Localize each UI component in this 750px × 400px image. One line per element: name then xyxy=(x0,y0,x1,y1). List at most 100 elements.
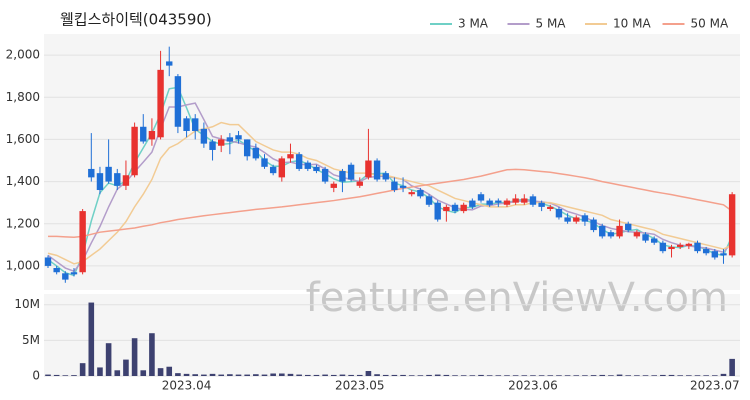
candle-body xyxy=(70,272,78,275)
volume-bar xyxy=(305,374,311,376)
candle-body xyxy=(114,173,121,186)
candle-body xyxy=(581,215,589,222)
volume-bar xyxy=(356,374,363,376)
candle-body xyxy=(295,154,303,169)
candle-body xyxy=(148,130,156,140)
candle-body xyxy=(157,69,164,138)
y-tick-label: 2,000 xyxy=(6,48,40,62)
volume-bar xyxy=(71,375,77,376)
y-tick-label: 1,200 xyxy=(6,216,40,230)
candle-body xyxy=(651,238,658,243)
volume-bar xyxy=(556,375,562,376)
volume-bar xyxy=(495,375,502,376)
ma-line xyxy=(47,121,733,265)
candle-body xyxy=(88,168,95,178)
volume-bar xyxy=(443,374,450,376)
volume-bar xyxy=(590,375,597,376)
volume-bar xyxy=(634,375,640,376)
candle-body xyxy=(599,225,606,237)
candle-body xyxy=(685,243,693,246)
candle-body xyxy=(417,190,424,197)
volume-bar xyxy=(400,374,406,376)
candle-body xyxy=(495,200,502,203)
volume-bar xyxy=(408,375,415,376)
volume-bar xyxy=(322,374,328,376)
x-tick-label: 2023.07 xyxy=(690,379,740,393)
legend-label: 3 MA xyxy=(458,17,489,31)
volume-bar xyxy=(452,375,458,376)
candle-body xyxy=(373,160,381,180)
candle-body xyxy=(564,217,571,222)
volume-bar xyxy=(486,375,493,376)
volume-bar xyxy=(677,375,683,376)
candle-body xyxy=(399,185,407,188)
candle-body xyxy=(356,181,363,186)
volume-bar xyxy=(140,370,147,376)
x-tick-label: 2023.06 xyxy=(508,379,558,393)
candle-body xyxy=(96,173,104,191)
candle-body xyxy=(711,251,719,258)
volume-bar xyxy=(279,373,285,376)
y-tick-label: 1,400 xyxy=(6,174,40,188)
candle-body xyxy=(625,223,632,231)
candle-body xyxy=(642,234,649,241)
candle-body xyxy=(555,208,563,218)
candle-body xyxy=(676,244,684,247)
candle-body xyxy=(304,162,311,169)
candle-body xyxy=(278,158,286,178)
candle-body xyxy=(694,242,701,252)
candle-body xyxy=(174,76,182,127)
volume-bar xyxy=(582,375,588,376)
candle-body xyxy=(382,173,389,180)
candle-body xyxy=(728,194,736,256)
candle-body xyxy=(503,200,511,205)
candle-body xyxy=(607,232,615,237)
volume-bar xyxy=(616,374,623,376)
candle-body xyxy=(313,166,320,172)
candle-body xyxy=(183,118,190,131)
candle-body xyxy=(512,198,519,203)
volume-bar xyxy=(504,375,510,376)
volume-bar xyxy=(218,374,224,376)
candle-body xyxy=(460,204,467,212)
x-tick-label: 2023.04 xyxy=(162,379,212,393)
candle-body xyxy=(573,217,580,222)
volume-bar xyxy=(694,375,701,376)
candle-body xyxy=(44,257,52,266)
candle-body xyxy=(408,192,415,195)
volume-bar xyxy=(712,375,718,376)
candle-body xyxy=(365,160,372,178)
x-tick-label: 2023.05 xyxy=(335,379,385,393)
volume-bar xyxy=(149,333,155,376)
volume-bar xyxy=(530,375,536,376)
volume-bar xyxy=(417,375,424,376)
volume-bar xyxy=(183,373,190,376)
volume-bar xyxy=(270,373,276,376)
legend-label: 5 MA xyxy=(536,17,567,31)
candle-body xyxy=(347,164,355,180)
candle-body xyxy=(720,253,727,256)
candle-body xyxy=(443,206,450,212)
volume-bar xyxy=(538,375,545,376)
volume-bar xyxy=(105,343,112,376)
candle-body xyxy=(668,246,675,250)
volume-bar xyxy=(88,302,95,376)
volume-bar xyxy=(131,338,138,376)
candle-body xyxy=(122,175,130,186)
volume-panel xyxy=(44,294,740,376)
ma-line xyxy=(48,168,733,238)
candle-body xyxy=(451,204,459,212)
volume-bar xyxy=(201,374,207,376)
volume-bar xyxy=(625,375,632,376)
volume-bar xyxy=(374,374,380,376)
volume-bar xyxy=(365,371,372,376)
volume-bar xyxy=(642,375,649,376)
volume-bar xyxy=(608,375,614,376)
candle-body xyxy=(477,194,485,201)
volume-bar xyxy=(313,374,320,376)
volume-bar xyxy=(426,374,432,376)
candle-body xyxy=(702,249,710,254)
candle-body xyxy=(62,273,69,280)
volume-bar xyxy=(192,374,199,376)
